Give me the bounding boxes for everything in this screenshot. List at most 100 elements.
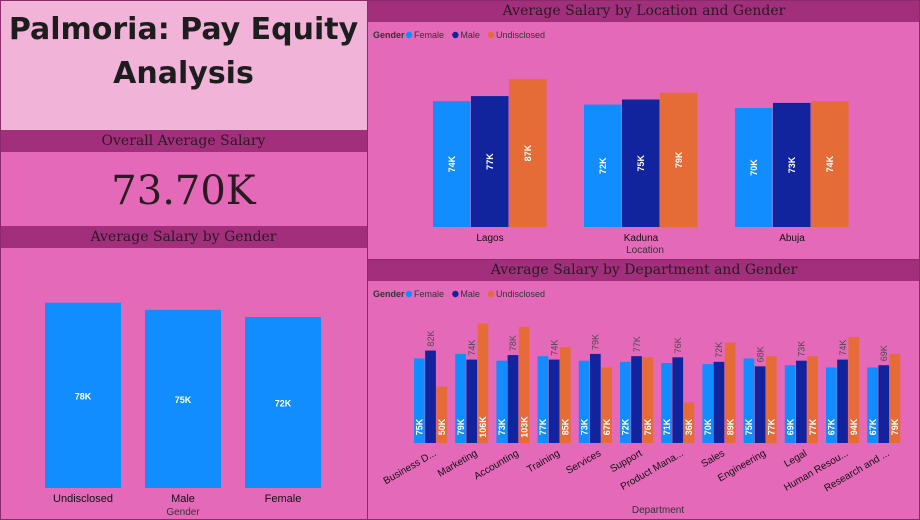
category-label: Abuja — [779, 233, 805, 244]
bar-value-label: 71K — [662, 418, 672, 435]
kpi-panel: Overall Average Salary — [0, 130, 367, 226]
gender-chart: 78K Undisclosed 75K Male 72K Female Gender — [45, 302, 321, 518]
bar-female — [455, 353, 466, 443]
bar-value-label: 77K — [632, 336, 642, 352]
bar-undisclosed — [848, 337, 860, 443]
bar-undisclosed — [601, 367, 612, 443]
bar-value-label: 79K — [890, 418, 900, 435]
bar-male — [878, 365, 890, 443]
location-chart-panel: Average Salary by Location and Gender Ge… — [368, 0, 920, 258]
bar-undisclosed — [509, 79, 547, 227]
legend-label-male: Male — [460, 289, 480, 299]
legend-marker-female — [405, 290, 413, 298]
bar-value-label: 50K — [437, 418, 447, 435]
bar-value-label: 78K — [508, 335, 518, 351]
category-label: Lagos — [476, 233, 503, 244]
department-chart: Gender Female Male Undisclosed75K82K50KBusi… — [373, 289, 901, 516]
bar-value-label: 82K — [426, 331, 436, 347]
bar-male — [590, 353, 601, 443]
bar-male — [507, 355, 519, 443]
bar-value-label: 87K — [523, 144, 533, 161]
bar-male — [796, 360, 807, 443]
bar-undisclosed — [889, 353, 901, 443]
kpi-value: 73.70K — [111, 168, 256, 214]
bar-male — [548, 359, 560, 443]
bar-value-label: 76K — [673, 337, 683, 353]
bar-undisclosed — [436, 386, 448, 443]
bar-value-label: 70K — [703, 418, 713, 435]
bar-value-label: 73K — [797, 341, 807, 357]
legend-label-undisclosed: Undisclosed — [496, 289, 545, 299]
legend-label-female: Female — [414, 30, 444, 40]
bar-value-label: 79K — [591, 334, 601, 350]
bar-value-label: 74K — [447, 155, 457, 172]
bar-male — [773, 102, 811, 227]
legend-marker-female — [405, 31, 413, 39]
bar-value-label: 103K — [519, 416, 529, 438]
left-frame — [0, 0, 368, 520]
bar-value-label: 70K — [749, 159, 759, 176]
bar-female — [784, 365, 796, 443]
bar-value-label: 85K — [561, 418, 571, 435]
bar-value-label: 36K — [684, 418, 694, 435]
gender-bar — [145, 309, 221, 488]
bar-value-label: 67K — [827, 418, 837, 435]
legend-marker-male — [452, 290, 459, 298]
bar-value-label: 69K — [879, 345, 889, 361]
gender-bar-label: 72K — [275, 399, 292, 409]
bar-value-label: 72K — [598, 157, 608, 174]
bar-value-label: 69K — [785, 418, 795, 435]
bar-female — [702, 364, 714, 443]
bar-value-label: 89K — [725, 418, 735, 435]
bar-female — [735, 108, 773, 227]
bar-male — [754, 366, 766, 443]
gender-category-label: Male — [171, 493, 195, 505]
gender-bar-label: 75K — [175, 395, 192, 405]
bar-value-label: 75K — [636, 154, 646, 171]
category-label: Kaduna — [624, 233, 659, 244]
bottom-right-frame — [367, 259, 920, 520]
bar-female — [496, 360, 508, 443]
bar-undisclosed — [683, 402, 695, 443]
bar-undisclosed — [477, 323, 489, 443]
bar-male — [672, 357, 684, 443]
bar-value-label: 75K — [415, 418, 425, 435]
bar-male — [622, 99, 660, 227]
bar-undisclosed — [518, 326, 530, 443]
bar-male — [837, 359, 848, 443]
legend-title: Gender — [373, 289, 405, 299]
location-chart-header: Average Salary by Location and Gender — [368, 0, 920, 22]
legend-label-female: Female — [414, 289, 444, 299]
bar-female — [433, 101, 471, 227]
bar-female — [620, 361, 631, 443]
bar-value-label: 77K — [767, 418, 777, 435]
bar-male — [471, 96, 509, 227]
gender-axis-title: Gender — [166, 507, 200, 518]
bar-undisclosed — [660, 92, 698, 227]
bar-female — [578, 360, 590, 443]
bar-value-label: 75K — [744, 418, 754, 435]
bar-undisclosed — [642, 357, 654, 443]
bar-value-label: 77K — [808, 418, 818, 435]
bar-female — [537, 356, 549, 443]
gender-bar-label: 78K — [75, 391, 92, 401]
axis-title: Department — [632, 505, 684, 516]
department-chart-panel: Average Salary by Department and Gender … — [368, 259, 920, 520]
department-chart-header: Average Salary by Department and Gender — [368, 259, 920, 281]
bar-undisclosed — [811, 101, 849, 227]
gender-category-label: Female — [265, 493, 302, 505]
bar-value-label: 74K — [838, 340, 848, 356]
bar-value-label: 76K — [643, 418, 653, 435]
bar-value-label: 79K — [674, 151, 684, 168]
bar-male — [466, 359, 478, 443]
gender-bar — [45, 302, 121, 488]
bar-value-label: 72K — [714, 342, 724, 358]
bar-value-label: 77K — [538, 418, 548, 435]
bar-value-label: 67K — [868, 418, 878, 435]
bar-undisclosed — [766, 356, 777, 443]
gender-category-label: Undisclosed — [53, 493, 113, 505]
bar-value-label: 77K — [485, 153, 495, 170]
legend-marker-undisclosed — [487, 31, 495, 39]
axis-title: Location — [626, 245, 664, 256]
bar-value-label: 106K — [478, 416, 488, 438]
